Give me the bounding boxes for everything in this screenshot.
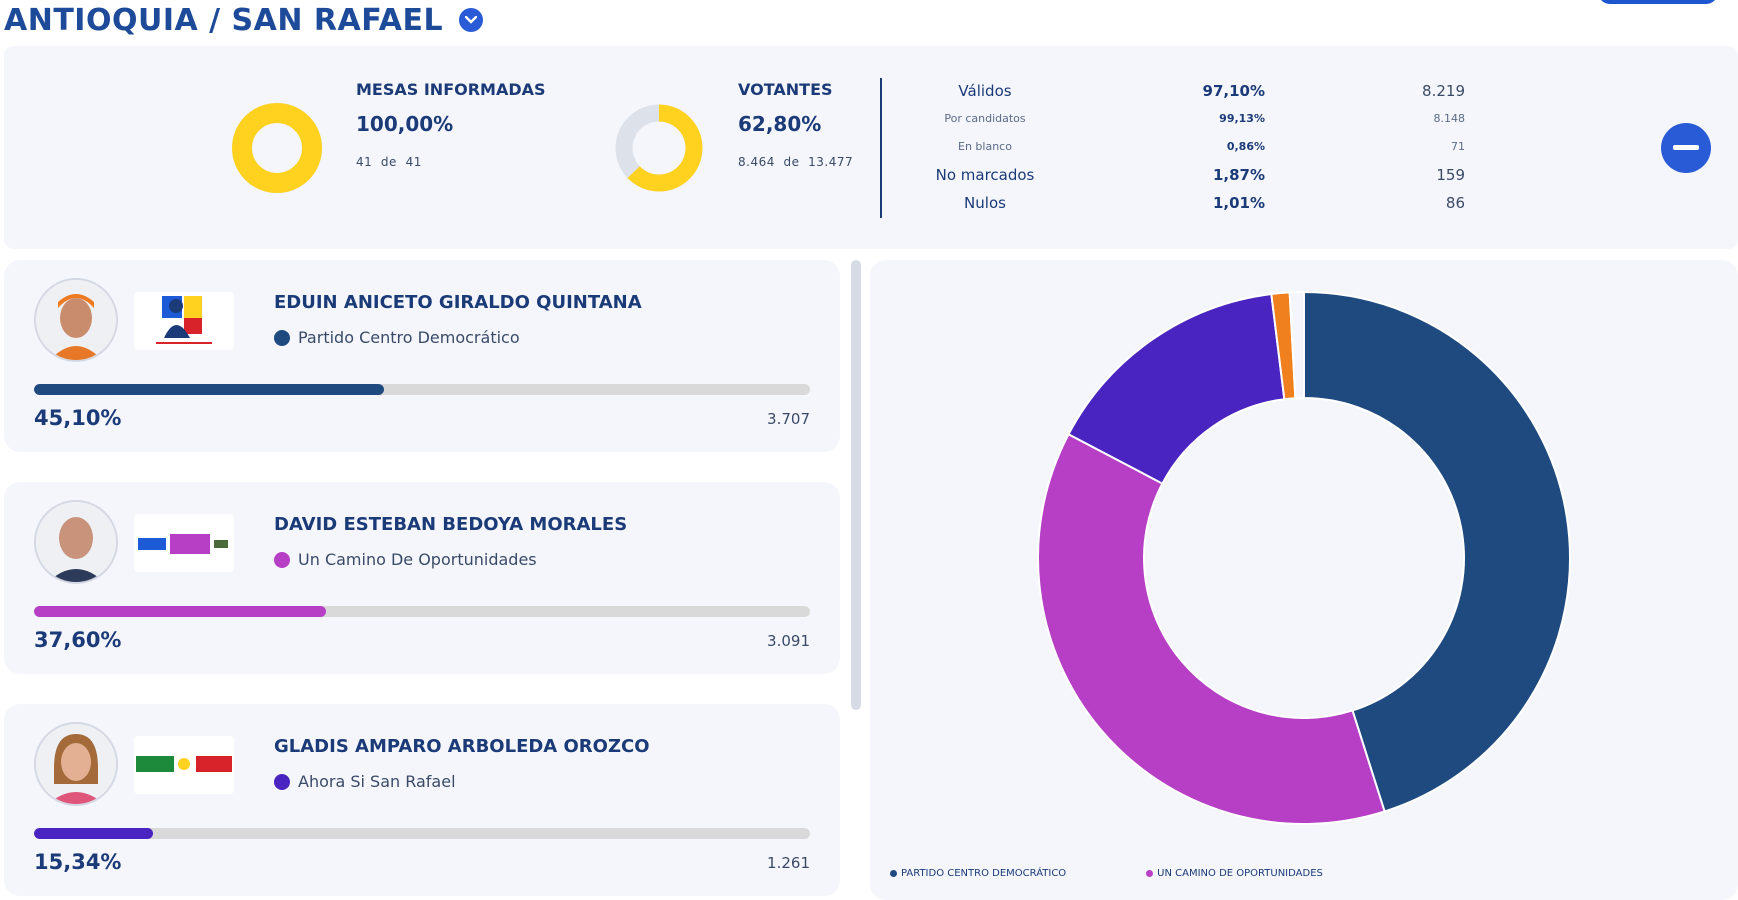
results-donut-chart [1037,290,1571,825]
legend-item[interactable]: UN CAMINO DE OPORTUNIDADES [1146,868,1323,879]
person-photo-icon [36,280,116,360]
breakdown-label: En blanco [958,140,1012,153]
chart-legend: PARTIDO CENTRO DEMOCRÁTICO UN CAMINO DE … [890,868,1323,879]
party-name: Partido Centro Democrático [298,328,520,347]
mesas-de: de [380,155,397,169]
breakdown-percent: 97,10% [1202,82,1265,100]
candidate-card[interactable]: EDUIN ANICETO GIRALDO QUINTANA Partido C… [4,260,840,452]
candidate-percent: 15,34% [34,850,122,874]
breakdown-label: Por candidatos [944,112,1026,125]
votantes-reported: 8.464 [738,155,775,169]
candidate-avatar [34,278,118,362]
donut-slice-4[interactable] [1288,290,1305,400]
page-title: ANTIOQUIA / SAN RAFAEL [4,2,444,38]
votantes-ring-fill [615,104,703,192]
candidate-party: Ahora Si San Rafael [274,772,456,791]
vote-share-fill [34,606,326,617]
party-color-dot [274,329,290,346]
candidate-name: DAVID ESTEBAN BEDOYA MORALES [274,514,628,535]
mesas-percent: 100,00% [356,112,454,136]
collapse-summary-button[interactable] [1661,123,1711,173]
party-color-dot [274,551,290,568]
breakdown-percent: 1,87% [1212,166,1265,184]
vote-share-bar [34,384,810,395]
votantes-total: 13.477 [808,155,854,169]
candidate-party: Un Camino De Oportunidades [274,550,537,569]
mesas-label: MESAS INFORMADAS [356,80,546,99]
votantes-percent: 62,80% [738,112,822,136]
breakdown-count: 159 [1436,166,1465,184]
candidate-name: EDUIN ANICETO GIRALDO QUINTANA [274,292,642,313]
ahora-si-logo-icon [136,756,232,772]
breakdown-label: Válidos [958,82,1012,100]
party-logo [134,292,234,350]
votantes-count: 8.464 de 13.477 [738,155,853,169]
legend-dot [1146,870,1154,877]
candidate-percent: 37,60% [34,628,122,652]
donut-slice-0[interactable] [1303,290,1571,813]
mesas-total: 41 [405,155,422,169]
candidate-votes: 1.261 [767,854,810,872]
location-dropdown-button[interactable] [459,8,484,32]
candidate-votes: 3.707 [767,410,810,428]
breakdown-percent: 0,86% [1226,140,1265,153]
mesas-ring-fill [232,103,322,193]
legend-item[interactable]: PARTIDO CENTRO DEMOCRÁTICO [890,868,1066,879]
candidate-percent: 45,10% [34,406,122,430]
votantes-de: de [783,155,800,169]
mesas-count: 41 de 41 [356,155,422,169]
camino-oportunidades-logo-icon [138,534,228,554]
breakdown-row-validos: Válidos 97,10% 8.219 [900,82,1500,100]
donut-slice-1[interactable] [1037,432,1386,825]
mesas-progress-ring [232,103,322,193]
person-photo-icon [36,502,116,582]
breakdown-label: Nulos [964,194,1006,212]
candidate-list-scrollbar[interactable] [851,260,861,710]
vote-share-bar [34,828,810,839]
party-logo [134,514,234,572]
minus-icon [1673,145,1699,150]
candidate-name: GLADIS AMPARO ARBOLEDA OROZCO [274,736,650,757]
top-right-action-button[interactable] [1598,0,1718,4]
candidate-avatar [34,500,118,584]
breakdown-percent: 99,13% [1219,112,1265,125]
candidate-party: Partido Centro Democrático [274,328,520,347]
vote-share-bar [34,606,810,617]
candidate-votes: 3.091 [767,632,810,650]
summary-panel [4,46,1738,249]
breakdown-row-nulos: Nulos 1,01% 86 [900,194,1500,212]
party-logo [134,736,234,794]
votantes-progress-ring [615,104,703,192]
party-name: Un Camino De Oportunidades [298,550,537,569]
vote-share-fill [34,828,154,839]
breakdown-count: 71 [1451,140,1465,153]
votantes-label: VOTANTES [738,80,833,99]
breakdown-row-por-candidatos: Por candidatos 99,13% 8.148 [900,112,1500,125]
candidate-avatar [34,722,118,806]
party-color-dot [274,773,290,790]
breakdown-label: No marcados [935,166,1035,184]
breakdown-count: 86 [1445,194,1465,212]
candidate-card[interactable]: DAVID ESTEBAN BEDOYA MORALES Un Camino D… [4,482,840,674]
mesas-reported: 41 [356,155,373,169]
breakdown-row-no-marcados: No marcados 1,87% 159 [900,166,1500,184]
party-name: Ahora Si San Rafael [298,772,456,791]
legend-dot [890,870,897,877]
title-row: ANTIOQUIA / SAN RAFAEL [4,0,484,40]
summary-divider [880,78,882,218]
breakdown-count: 8.148 [1433,112,1466,125]
breakdown-row-en-blanco: En blanco 0,86% 71 [900,140,1500,153]
person-photo-icon [36,724,116,804]
legend-label: PARTIDO CENTRO DEMOCRÁTICO [901,868,1067,879]
candidate-card[interactable]: GLADIS AMPARO ARBOLEDA OROZCO Ahora Si S… [4,704,840,896]
results-chart-panel: PARTIDO CENTRO DEMOCRÁTICO UN CAMINO DE … [870,260,1738,900]
vote-share-fill [34,384,384,395]
centro-democratico-logo-icon [156,296,212,344]
chevron-down-icon [465,16,478,24]
breakdown-percent: 1,01% [1212,194,1265,212]
legend-label: UN CAMINO DE OPORTUNIDADES [1157,868,1323,879]
breakdown-count: 8.219 [1422,82,1465,100]
